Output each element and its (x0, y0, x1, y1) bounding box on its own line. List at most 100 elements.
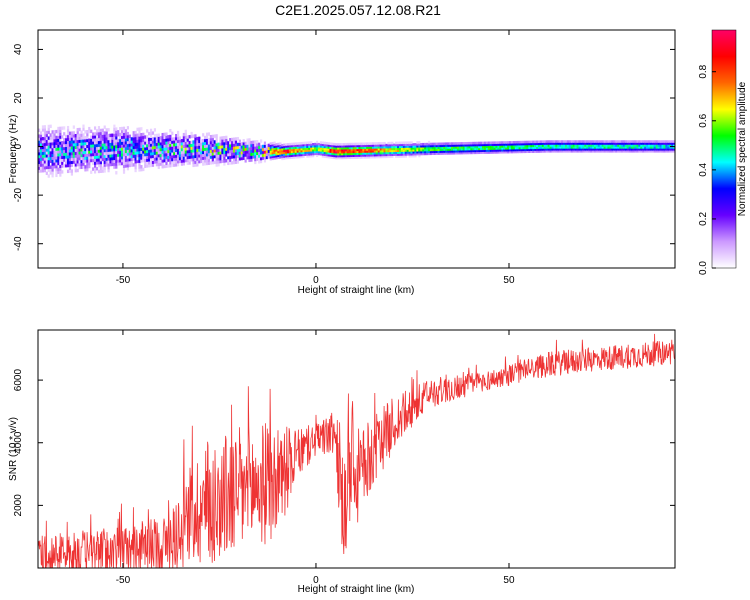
heat-cell (499, 141, 502, 144)
heat-cell (283, 147, 286, 151)
heat-cell (404, 153, 407, 156)
heat-cell (308, 145, 311, 148)
heat-cell (495, 141, 498, 144)
heat-cell (192, 160, 195, 165)
heat-cell (348, 144, 351, 148)
heat-cell (404, 155, 407, 158)
heat-cell (117, 138, 120, 143)
heat-cell (398, 155, 402, 158)
heat-cell (416, 146, 419, 150)
heat-cell (184, 138, 187, 142)
heat-cell (624, 144, 628, 147)
heat-cell (539, 150, 543, 153)
heat-cell (510, 150, 514, 154)
heat-cell (41, 163, 45, 167)
heat-cell (38, 146, 41, 150)
heat-cell (153, 154, 157, 158)
heat-cell (45, 159, 48, 164)
heat-cell (194, 134, 197, 138)
heat-cell (236, 145, 240, 150)
heat-cell (252, 149, 255, 153)
heat-cell (157, 136, 160, 140)
heat-cell (153, 136, 157, 141)
heat-cell (308, 149, 311, 152)
heat-cell (59, 149, 62, 154)
heat-cell (39, 134, 43, 138)
heat-cell (300, 143, 303, 147)
heat-cell (312, 146, 315, 150)
heat-cell (298, 145, 301, 149)
heat-cell (59, 141, 62, 145)
heat-cell (564, 140, 568, 143)
heat-cell (76, 136, 79, 141)
heat-cell (171, 131, 174, 136)
heat-cell (101, 157, 104, 162)
heat-cell (163, 132, 166, 137)
heat-cell (398, 149, 402, 152)
heat-cell (383, 149, 386, 153)
heat-cell (439, 148, 442, 151)
heat-cell (122, 126, 126, 131)
heat-cell (368, 154, 371, 157)
heat-cell (175, 145, 178, 150)
heat-cell (92, 132, 95, 136)
heat-cell (310, 145, 313, 148)
heat-cell (76, 139, 79, 144)
heat-cell (317, 144, 321, 148)
heat-cell (406, 143, 409, 146)
heat-cell (574, 140, 577, 143)
heat-cell (547, 146, 550, 149)
heat-cell (68, 149, 72, 153)
heat-cell (45, 139, 48, 143)
heat-cell (109, 157, 112, 161)
heat-cell (124, 152, 128, 157)
heat-cell (68, 131, 72, 136)
heat-cell (161, 153, 164, 157)
heat-cell (541, 140, 545, 143)
heat-cell (356, 152, 359, 155)
heat-cell (501, 149, 504, 152)
heat-cell (47, 159, 50, 164)
heat-cell (232, 137, 236, 141)
heat-cell (420, 142, 423, 146)
heat-cell (196, 142, 199, 147)
heat-cell (80, 148, 83, 152)
heat-cell (501, 145, 504, 148)
heat-cell (140, 132, 143, 137)
heat-cell (80, 162, 83, 166)
heat-cell (445, 148, 448, 151)
heat-cell (315, 154, 319, 157)
heat-cell (599, 146, 602, 149)
heat-cell (528, 146, 531, 150)
heat-cell (352, 146, 355, 150)
heat-cell (221, 139, 224, 143)
heat-cell (572, 148, 575, 151)
heat-cell (346, 142, 350, 146)
heat-cell (171, 149, 174, 153)
heat-cell (169, 161, 172, 165)
heat-cell (597, 149, 600, 153)
heat-cell (175, 139, 178, 144)
heat-cell (95, 158, 99, 162)
heat-cell (595, 140, 599, 143)
heat-cell (66, 160, 70, 165)
heat-cell (155, 139, 158, 144)
heat-cell (232, 146, 236, 150)
heat-cell (76, 162, 79, 167)
colorbar-label: Normalized spectral amplitude (737, 81, 748, 216)
heat-cell (182, 144, 185, 149)
heat-cell (90, 158, 93, 163)
heat-cell (302, 143, 305, 147)
heat-cell (292, 144, 295, 148)
heat-cell (41, 166, 45, 170)
heat-cell (45, 133, 48, 138)
heat-cell (649, 140, 653, 143)
heat-cell (132, 139, 135, 144)
heat-cell (130, 140, 133, 144)
heat-cell (132, 148, 135, 153)
heat-cell (68, 152, 72, 156)
heat-cell (346, 154, 350, 158)
heat-cell (101, 149, 104, 153)
heat-cell (373, 149, 377, 153)
heat-cell (410, 154, 413, 158)
